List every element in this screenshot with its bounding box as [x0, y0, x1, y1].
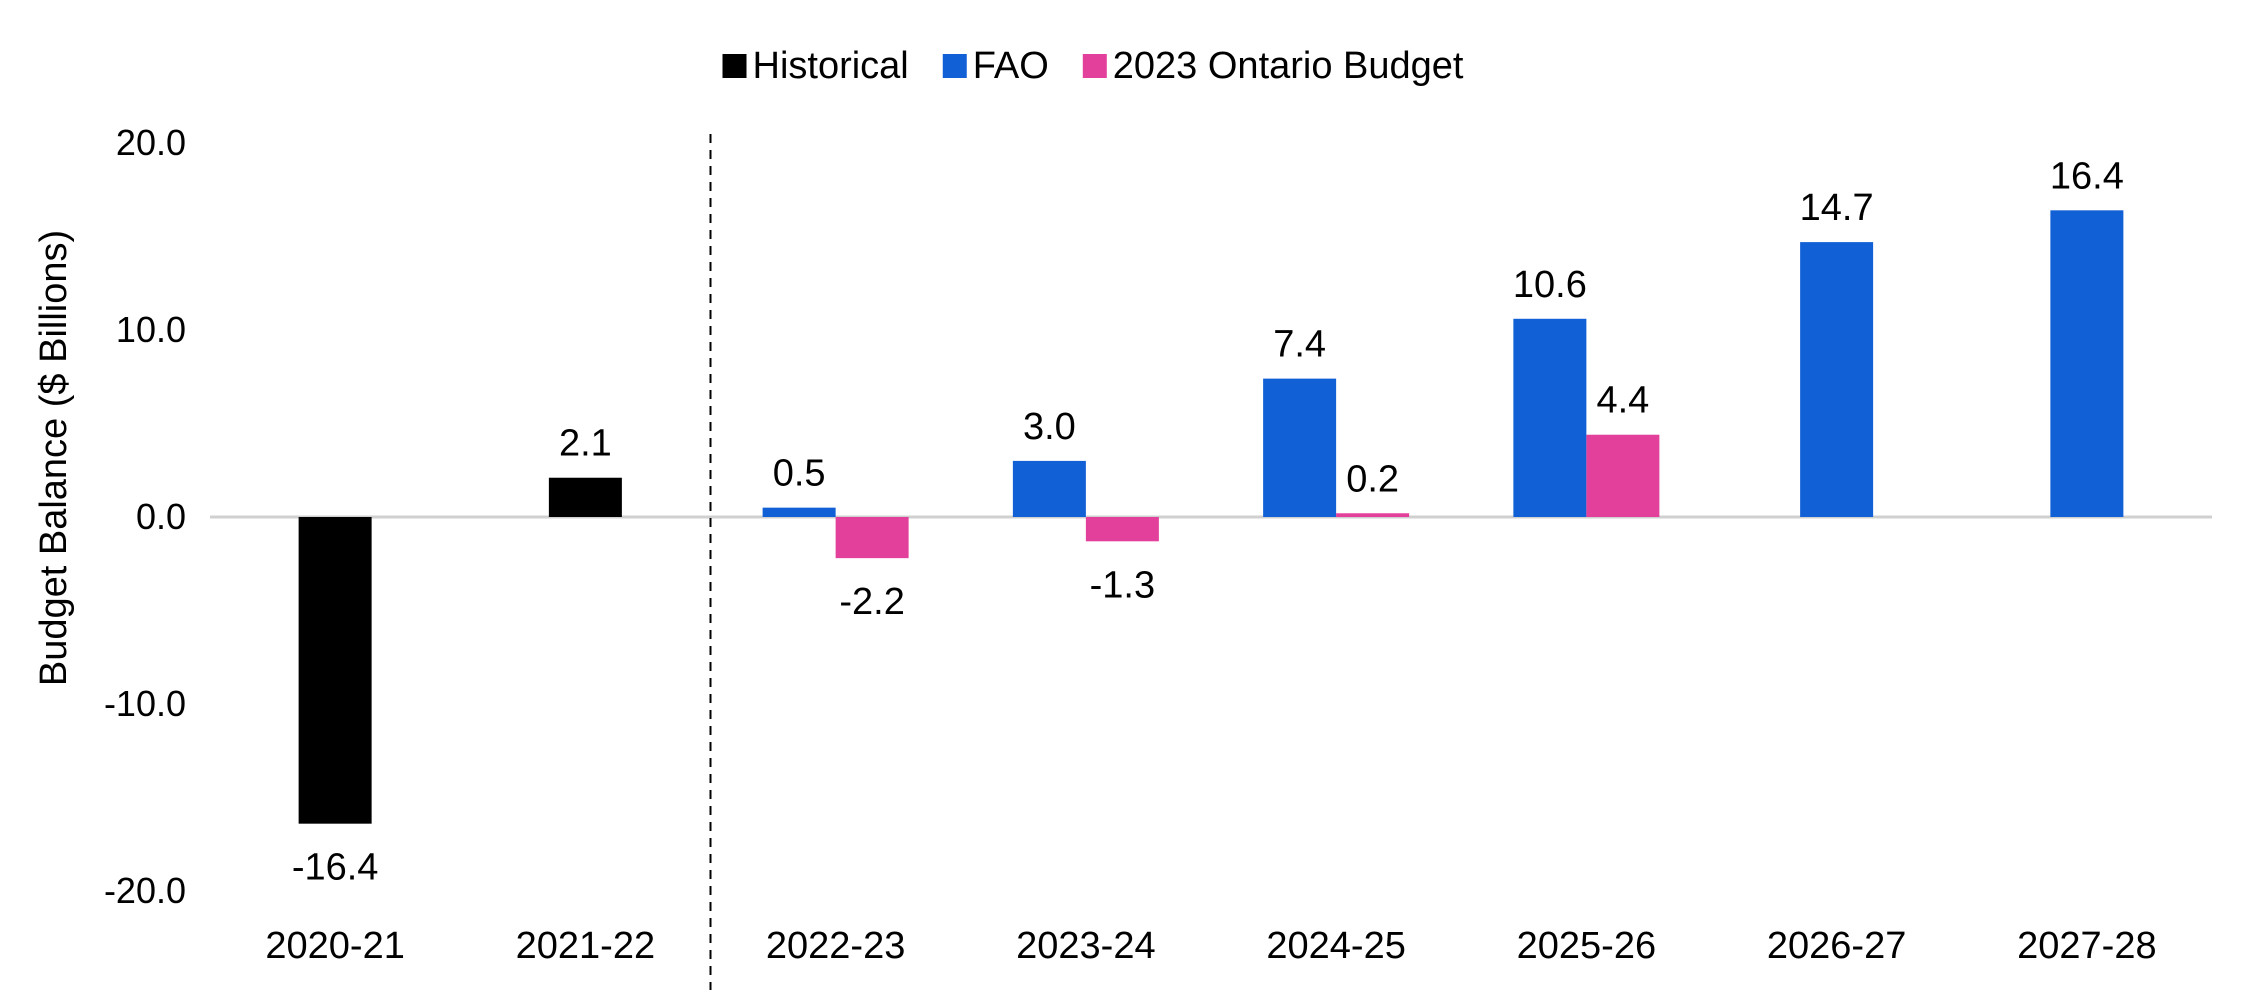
legend-swatch-fao [942, 54, 967, 78]
data-label-2023-ontario-budget-2023-24: -1.3 [1090, 564, 1155, 606]
bar-historical-2021-22 [548, 477, 622, 517]
data-label-fao-2022-23: 0.5 [773, 453, 826, 495]
y-tick-label: -10.0 [104, 683, 186, 724]
bar-2023-ontario-budget-2024-25 [1336, 513, 1410, 517]
bars [298, 210, 2124, 824]
bar-2023-ontario-budget-2025-26 [1586, 434, 1660, 517]
data-labels: -16.4 2.1 0.5 -2.2 3.0 -1.3 7.4 0.2 10.6 4.4 14.7 1… [292, 155, 2124, 888]
x-tick-label-2020-21: 2020-21 [265, 925, 404, 967]
bar-historical-2020-21 [298, 517, 372, 824]
bar-fao-2025-26 [1513, 318, 1587, 517]
y-tick-label: -20.0 [104, 870, 186, 911]
x-tick-label-2024-25: 2024-25 [1266, 925, 1405, 967]
bar-2023-ontario-budget-2023-24 [1085, 517, 1159, 542]
data-label-2023-ontario-budget-2024-25: 0.2 [1346, 458, 1399, 500]
bar-fao-2024-25 [1263, 378, 1337, 517]
bar-2023-ontario-budget-2022-23 [835, 517, 909, 559]
data-label-fao-2026-27: 14.7 [1800, 187, 1874, 229]
category-labels: 2020-21 2021-22 2022-23 2023-24 2024-25 2025-… [265, 925, 2156, 967]
x-tick-label-2021-22: 2021-22 [516, 925, 655, 967]
data-label-fao-2025-26: 10.6 [1513, 264, 1587, 306]
chart-legend: Historical FAO 2023 Ontario Budget [722, 45, 1464, 87]
y-tick-label: 0.0 [136, 496, 186, 537]
bar-fao-2026-27 [1800, 242, 1874, 518]
legend-label-2023-ontario-budget: 2023 Ontario Budget [1113, 45, 1464, 87]
legend-label-historical: Historical [753, 45, 909, 87]
bar-fao-2023-24 [1012, 460, 1086, 517]
x-tick-label-2026-27: 2026-27 [1767, 925, 1906, 967]
x-tick-label-2022-23: 2022-23 [766, 925, 905, 967]
data-label-historical-2020-21: -16.4 [292, 847, 379, 889]
x-tick-label-2023-24: 2023-24 [1016, 925, 1155, 967]
data-label-fao-2027-28: 16.4 [2050, 155, 2124, 197]
data-label-fao-2023-24: 3.0 [1023, 406, 1076, 448]
legend-swatch-historical [722, 54, 747, 78]
bar-fao-2027-28 [2050, 210, 2124, 517]
y-axis-ticks: 20.0 10.0 0.0 -10.0 -20.0 [104, 122, 186, 911]
data-label-fao-2024-25: 7.4 [1273, 324, 1326, 366]
x-tick-label-2025-26: 2025-26 [1517, 925, 1656, 967]
y-axis-label: Budget Balance ($ Billions) [33, 230, 75, 686]
y-tick-label: 10.0 [116, 309, 186, 350]
data-label-2023-ontario-budget-2022-23: -2.2 [839, 581, 904, 623]
data-label-2023-ontario-budget-2025-26: 4.4 [1596, 380, 1649, 422]
bar-fao-2022-23 [762, 507, 836, 517]
y-tick-label: 20.0 [116, 122, 186, 163]
legend-label-fao: FAO [973, 45, 1049, 87]
data-label-historical-2021-22: 2.1 [559, 423, 612, 465]
x-tick-label-2027-28: 2027-28 [2017, 925, 2156, 967]
legend-swatch-2023-ontario-budget [1082, 54, 1107, 78]
